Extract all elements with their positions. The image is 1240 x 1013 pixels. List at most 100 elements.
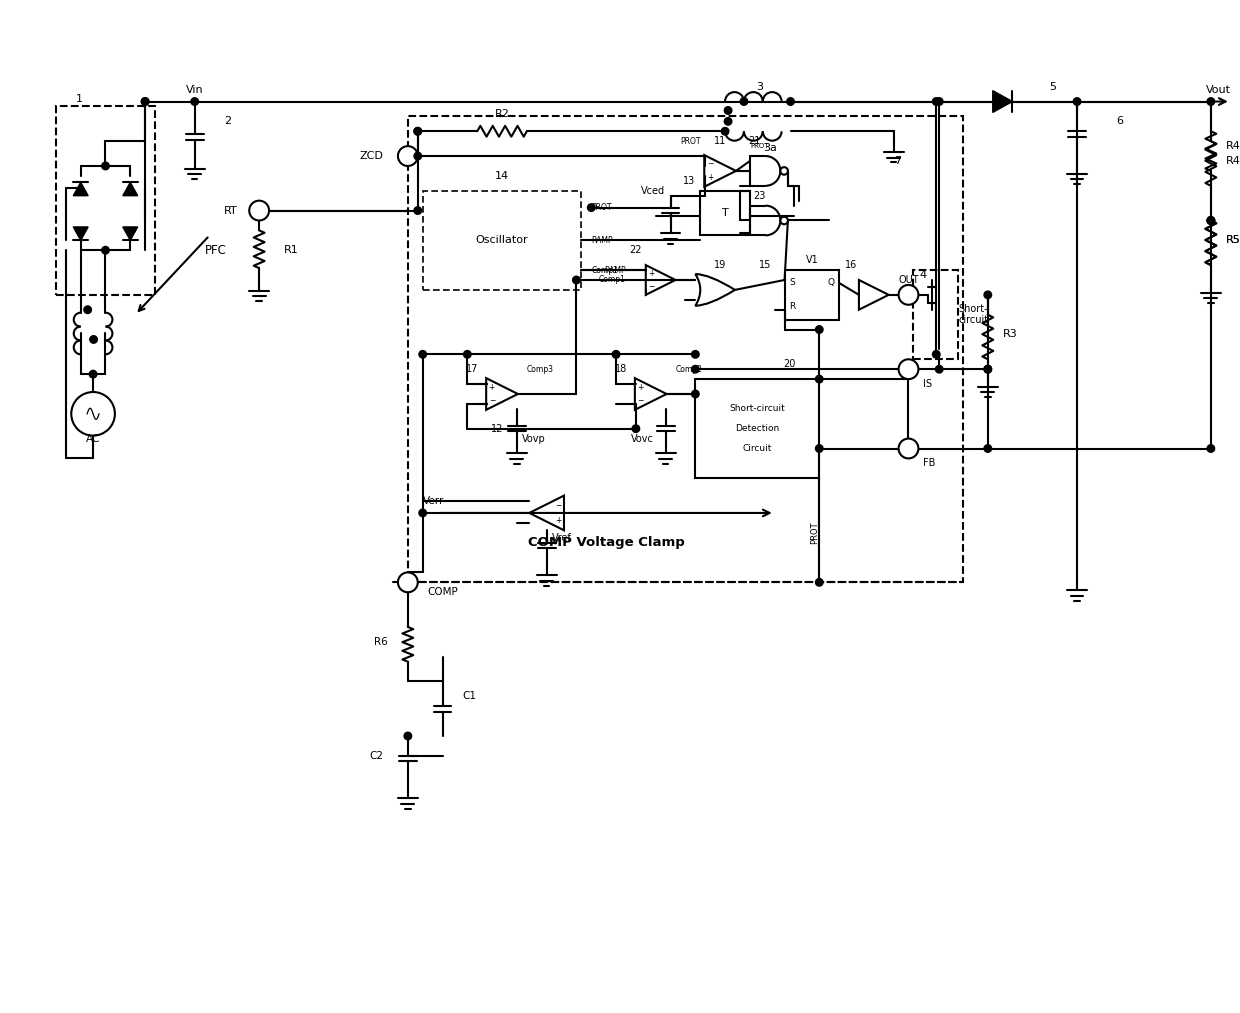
Text: RAMP: RAMP	[591, 236, 613, 245]
Circle shape	[141, 98, 149, 105]
Polygon shape	[73, 227, 88, 240]
Bar	[914, 270, 959, 360]
Text: C1: C1	[463, 691, 476, 701]
Circle shape	[899, 360, 919, 379]
Circle shape	[102, 162, 109, 170]
Circle shape	[1207, 217, 1215, 224]
Circle shape	[141, 98, 149, 105]
Text: 4: 4	[920, 270, 928, 280]
Text: R5: R5	[1225, 235, 1240, 245]
Text: RT: RT	[223, 206, 237, 216]
Circle shape	[573, 277, 580, 284]
Text: PROT: PROT	[750, 143, 769, 149]
Circle shape	[1207, 217, 1215, 224]
Circle shape	[932, 98, 940, 105]
Text: COMP: COMP	[428, 588, 459, 598]
Polygon shape	[123, 182, 138, 196]
Circle shape	[89, 335, 98, 343]
Circle shape	[899, 285, 919, 305]
Text: Short-
circuit: Short- circuit	[959, 304, 988, 325]
Bar	[785, 270, 839, 320]
Text: 1: 1	[76, 93, 83, 103]
Circle shape	[985, 366, 992, 373]
Text: Comp1: Comp1	[591, 265, 618, 275]
Text: 19: 19	[714, 260, 727, 270]
Text: −: −	[556, 500, 562, 510]
Circle shape	[398, 572, 418, 593]
Text: 14: 14	[495, 171, 510, 181]
Text: S: S	[790, 279, 795, 288]
Text: −: −	[637, 396, 644, 405]
Text: 2: 2	[224, 116, 232, 127]
Circle shape	[816, 445, 823, 452]
Text: FB: FB	[924, 458, 936, 468]
Text: +: +	[489, 383, 495, 391]
Text: 5: 5	[1049, 82, 1055, 91]
Text: T: T	[722, 208, 728, 218]
Polygon shape	[993, 90, 1012, 112]
Text: Short-circuit: Short-circuit	[729, 404, 785, 413]
Circle shape	[414, 128, 422, 135]
Polygon shape	[123, 227, 138, 240]
Circle shape	[722, 128, 729, 135]
Text: Circuit: Circuit	[743, 444, 773, 453]
Bar	[56, 106, 155, 295]
Text: −: −	[489, 396, 495, 405]
Circle shape	[780, 217, 787, 224]
Circle shape	[935, 98, 942, 105]
Text: Detection: Detection	[735, 424, 780, 434]
Circle shape	[89, 371, 97, 378]
Text: 11: 11	[714, 136, 727, 146]
Text: AC: AC	[86, 434, 100, 444]
Circle shape	[985, 445, 992, 452]
Text: Vin: Vin	[186, 85, 203, 94]
Text: Comp1: Comp1	[599, 276, 626, 285]
Text: Q: Q	[827, 279, 835, 288]
Circle shape	[249, 201, 269, 221]
Text: Comp2: Comp2	[676, 365, 702, 374]
Circle shape	[414, 128, 422, 135]
Text: 23: 23	[754, 190, 766, 201]
Circle shape	[464, 350, 471, 358]
Circle shape	[1207, 98, 1215, 105]
Text: RAMP: RAMP	[604, 265, 626, 275]
Circle shape	[786, 98, 795, 105]
Text: IS: IS	[924, 379, 932, 389]
Text: V1: V1	[806, 255, 818, 265]
Text: 7: 7	[894, 156, 900, 166]
Circle shape	[1074, 98, 1081, 105]
Text: R2: R2	[495, 109, 510, 120]
Text: R4: R4	[1225, 141, 1240, 151]
Circle shape	[419, 510, 427, 517]
Text: 17: 17	[466, 365, 479, 374]
Text: C2: C2	[370, 751, 383, 761]
Text: +: +	[649, 268, 655, 278]
Text: R1: R1	[284, 245, 299, 255]
Text: 20: 20	[784, 360, 796, 370]
Text: +: +	[556, 516, 562, 525]
Circle shape	[985, 291, 992, 299]
Text: PROT: PROT	[810, 522, 818, 544]
Text: 21: 21	[749, 136, 761, 146]
Text: Vout: Vout	[1207, 85, 1231, 94]
Text: Oscillator: Oscillator	[476, 235, 528, 245]
Text: +: +	[637, 383, 644, 391]
Circle shape	[419, 350, 427, 358]
Circle shape	[1207, 445, 1215, 452]
Text: 15: 15	[759, 260, 771, 270]
Circle shape	[816, 326, 823, 333]
Circle shape	[816, 578, 823, 587]
Circle shape	[102, 246, 109, 254]
Circle shape	[724, 106, 732, 114]
Text: 22: 22	[630, 245, 642, 255]
Text: R3: R3	[1003, 329, 1018, 339]
Text: COMP Voltage Clamp: COMP Voltage Clamp	[528, 536, 684, 549]
Text: 18: 18	[615, 365, 627, 374]
Circle shape	[414, 152, 422, 160]
Text: 12: 12	[491, 423, 503, 434]
Circle shape	[692, 366, 699, 373]
Polygon shape	[73, 182, 88, 196]
Circle shape	[71, 392, 115, 436]
Text: Vced: Vced	[641, 185, 665, 196]
Text: 16: 16	[844, 260, 857, 270]
